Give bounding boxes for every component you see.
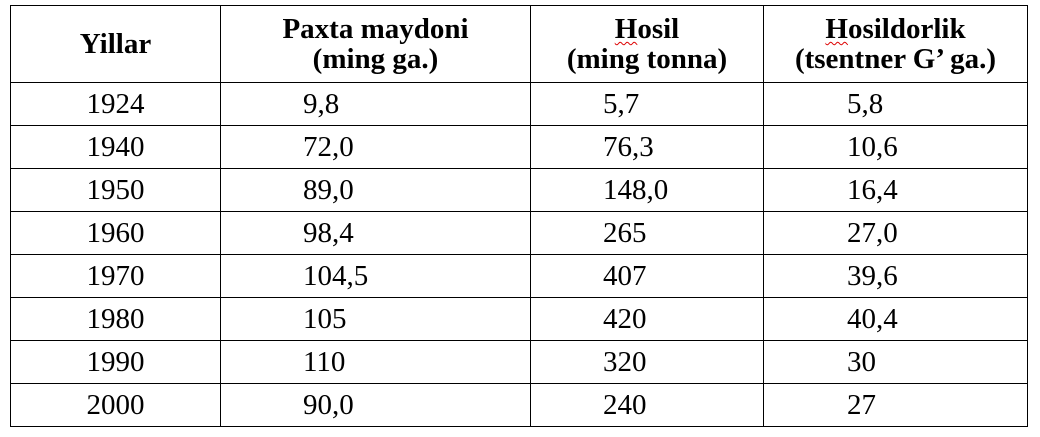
table-row: 1940 72,0 76,3 10,6 [10,125,1028,169]
table-cell: 1960 [10,211,221,255]
header-cell: Paxta maydoni (ming ga.) [220,5,531,83]
table-row: 1950 89,0 148,0 16,4 [10,168,1028,212]
table-cell: 76,3 [530,125,764,169]
table-cell: 9,8 [220,82,531,126]
table-cell: 27,0 [763,211,1028,255]
table-row: 1924 9,8 5,7 5,8 [10,82,1028,126]
table-cell: 420 [530,297,764,341]
table-cell: 1924 [10,82,221,126]
table-cell: 105 [220,297,531,341]
header-cell: Hosil (ming tonna) [530,5,764,83]
table-cell: 89,0 [220,168,531,212]
header-cell: Hosildorlik (tsentner G’ ga.) [763,5,1028,83]
table-cell: 407 [530,254,764,298]
table-row: 2000 90,0 240 27 [10,383,1028,427]
cotton-table: Yillar Paxta maydoni (ming ga.) Hosil (ming … [10,5,1028,427]
table-cell: 265 [530,211,764,255]
header-text: (ming ga.) [312,43,439,75]
header-text: (tsentner G’ ga.) [794,43,997,75]
table-cell: 104,5 [220,254,531,298]
table-cell: 39,6 [763,254,1028,298]
spell-mark: H [825,13,848,45]
table-cell: 240 [530,383,764,427]
header-text: (ming tonna) [566,43,728,75]
table-cell: 40,4 [763,297,1028,341]
table-cell: 1970 [10,254,221,298]
header-text: Hosildorlik [825,13,966,45]
table-cell: 1940 [10,125,221,169]
header-text: Yillar [79,28,152,60]
table-cell: 148,0 [530,168,764,212]
table-cell: 1950 [10,168,221,212]
table-cell: 1990 [10,340,221,384]
table-cell: 5,8 [763,82,1028,126]
table-cell: 1980 [10,297,221,341]
header-cell: Yillar [10,5,221,83]
table-body: 1924 9,8 5,7 5,8 1940 72,0 76,3 10,6 1950 89,0 148… [10,82,1028,427]
table-row: 1980 105 420 40,4 [10,297,1028,341]
table-cell: 30 [763,340,1028,384]
table-cell: 320 [530,340,764,384]
table-row: 1970 104,5 407 39,6 [10,254,1028,298]
table-cell: 16,4 [763,168,1028,212]
table-cell: 90,0 [220,383,531,427]
table-cell: 110 [220,340,531,384]
table-cell: 72,0 [220,125,531,169]
table-cell: 10,6 [763,125,1028,169]
header-row: Yillar Paxta maydoni (ming ga.) Hosil (ming … [10,5,1028,83]
table-row: 1960 98,4 265 27,0 [10,211,1028,255]
spell-mark: H [614,13,638,45]
table-cell: 5,7 [530,82,764,126]
header-text: Hosil [614,13,680,45]
table-row: 1990 110 320 30 [10,340,1028,384]
table-cell: 27 [763,383,1028,427]
table-cell: 2000 [10,383,221,427]
header-text: Paxta maydoni [282,13,469,45]
table-cell: 98,4 [220,211,531,255]
